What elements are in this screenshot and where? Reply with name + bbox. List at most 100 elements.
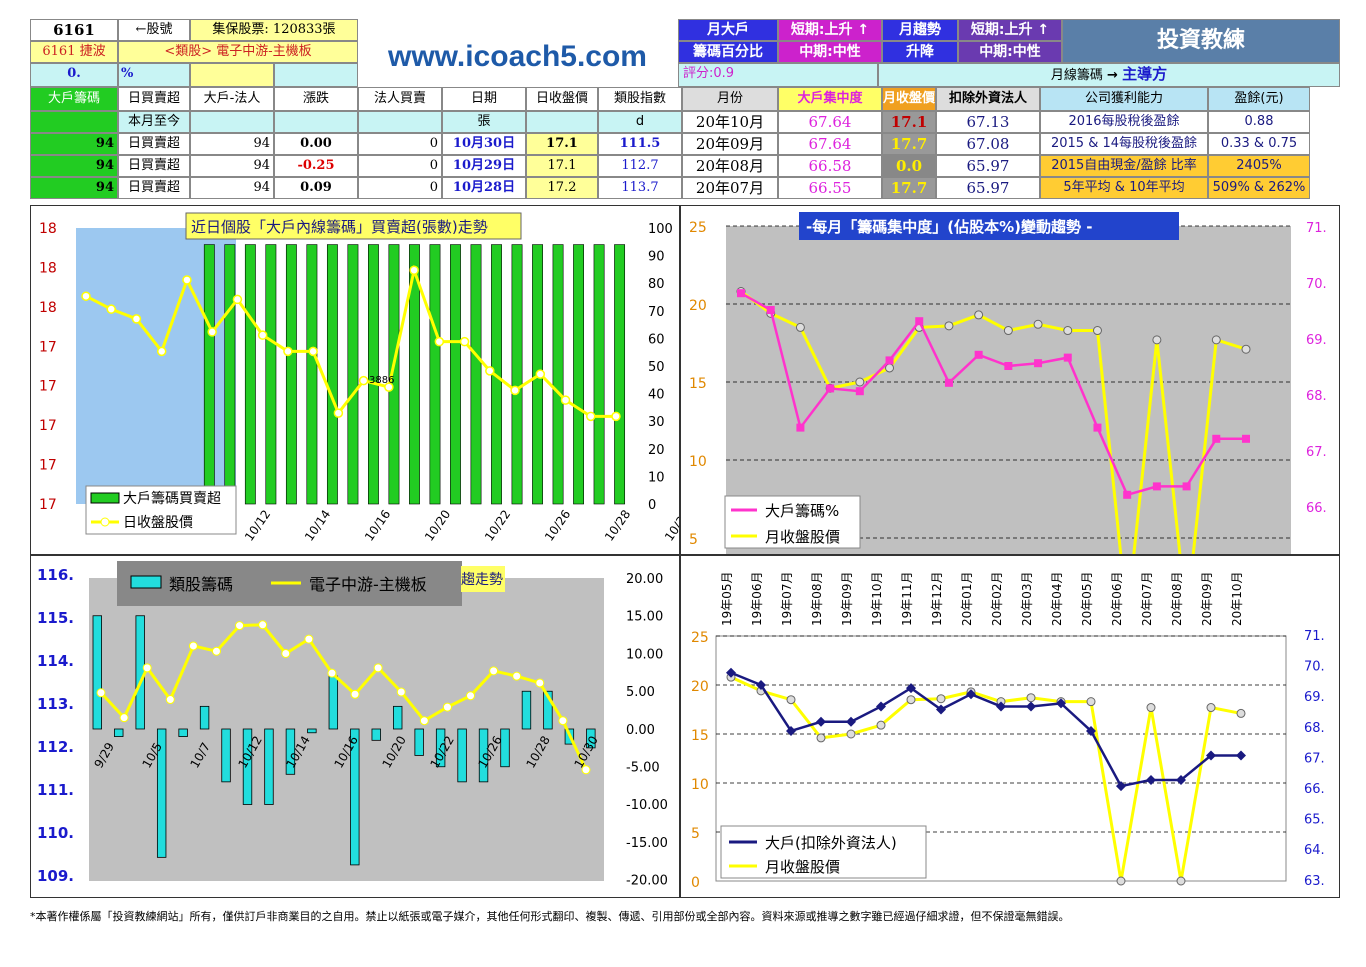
right-tick: 63.	[1304, 874, 1325, 889]
big-point	[737, 289, 745, 298]
legend-price-label: 月收盤股價	[765, 528, 840, 546]
col-header-4: 法人買賣	[358, 87, 442, 111]
left-tick: 114.	[37, 652, 74, 670]
x-tick: 20年09月	[1200, 571, 1214, 626]
x-tick: 10/22	[482, 507, 513, 543]
bar	[450, 244, 461, 505]
legend-big-label: 大戶籌碼%	[765, 502, 839, 520]
sector-point	[281, 649, 291, 658]
bar	[221, 728, 231, 783]
daily-cell: 10月30日	[442, 133, 526, 155]
left-tick: 10	[689, 454, 707, 470]
profit-value: 509% & 262%	[1208, 177, 1310, 199]
month-trend-label: 月趨勢	[882, 19, 958, 41]
bar	[285, 728, 296, 775]
right-tick: 71.	[1306, 221, 1327, 236]
price-point	[876, 720, 886, 730]
sector-point	[419, 716, 429, 726]
price-point	[944, 321, 954, 331]
x-tick: 20年01月	[960, 571, 974, 626]
left-tick: 17	[39, 339, 57, 355]
sector-point	[235, 621, 245, 631]
mtd-cell-2	[190, 111, 274, 133]
price-point	[358, 375, 369, 386]
big-line	[740, 292, 1246, 497]
big-point	[726, 667, 736, 678]
big-point	[1123, 490, 1132, 499]
plot-area	[89, 578, 604, 881]
legend-box	[724, 495, 861, 549]
price-point	[1206, 703, 1216, 713]
x-tick: 19年11月	[900, 571, 914, 626]
price-point	[795, 322, 805, 332]
left-tick: 15	[689, 376, 707, 392]
monthly-cell: 17.7	[882, 177, 936, 199]
short-trend-2: 短期:上升 ↑	[958, 19, 1062, 41]
right-tick: 60	[648, 332, 665, 347]
bar	[114, 728, 124, 737]
sector-point	[142, 663, 152, 673]
x-tick: 10/14	[302, 507, 333, 543]
legend-bar-label: 類股籌碼	[169, 575, 233, 594]
big-point	[1236, 750, 1246, 761]
big-point	[1212, 434, 1221, 443]
left-tick: 17	[39, 418, 57, 434]
monthly-cell: 67.13	[936, 111, 1040, 133]
stock-code: 6161	[30, 19, 118, 41]
mtd-cell-1: 本月至今	[118, 111, 190, 133]
monthly-cell: 67.08	[936, 133, 1040, 155]
bar	[543, 690, 553, 730]
price-line	[740, 290, 1247, 617]
big-month-label: 月大戶	[678, 19, 778, 41]
daily-cell: 113.7	[598, 177, 682, 199]
monthly-cell: 20年07月	[682, 177, 778, 199]
sector-point	[350, 689, 360, 699]
price-point	[1176, 876, 1186, 886]
mtd-cell-4	[358, 111, 442, 133]
legend-swatch-bar	[130, 575, 162, 589]
profit-label: 2016每股稅後盈餘	[1040, 111, 1208, 133]
bar	[573, 244, 584, 505]
price-point	[1146, 703, 1156, 713]
code-arrow: ←股號	[118, 19, 190, 41]
daily-cell: 94	[30, 133, 118, 155]
sector-chart: 116. 115. 114. 113. 112. 111. 110. 109. 20.00 15.…	[37, 561, 668, 889]
site-logo[interactable]: www.icoach5.com	[388, 40, 647, 73]
sector-point	[96, 688, 106, 698]
col-header-12: 公司獲利能力	[1040, 87, 1208, 111]
leader-label: 主導方	[1122, 65, 1168, 83]
left-tick: 15	[691, 728, 709, 744]
price-point	[885, 363, 895, 373]
bar	[500, 728, 510, 768]
big-point	[1206, 750, 1216, 761]
stock-name: 6161 捷波	[30, 41, 118, 63]
price-point	[106, 304, 116, 314]
right-tick: 66.	[1304, 782, 1325, 797]
monthly-cell: 65.97	[936, 155, 1040, 177]
chip-pct-label: 籌碼百分比	[678, 41, 778, 63]
price-line	[85, 264, 616, 418]
monthly-ex-chart: 19年05月 19年06月 19年07月 19年08月 19年09月 19年10月 19年1…	[691, 571, 1325, 891]
x-tick: 20年10月	[1230, 571, 1244, 626]
col-header-7: 類股指數	[598, 87, 682, 111]
bar	[393, 705, 403, 730]
sector-chart-panel: 116. 115. 114. 113. 112. 111. 110. 109. 20.00 15.…	[30, 555, 680, 898]
daily-cell: 0	[358, 133, 442, 155]
profit-label: 5年平均 & 10年平均	[1040, 177, 1208, 199]
bar	[285, 244, 297, 505]
left-tick: 25	[691, 630, 709, 646]
right-tick: -5.00	[626, 761, 660, 776]
price-point	[156, 346, 167, 357]
right-tick: -20.00	[626, 874, 668, 889]
bar	[326, 244, 338, 505]
val-zero: 0.	[30, 63, 118, 87]
sector-point	[442, 702, 452, 712]
mtd-cell-7: d	[598, 111, 682, 133]
bar	[478, 728, 489, 783]
right-tick: 69.	[1306, 333, 1327, 348]
x-tick: 20年03月	[1020, 571, 1034, 626]
daily-cell: 日買賣超	[118, 133, 190, 155]
bar	[92, 615, 102, 730]
right-tick: 10.00	[626, 647, 663, 662]
left-tick: 0	[691, 875, 700, 891]
